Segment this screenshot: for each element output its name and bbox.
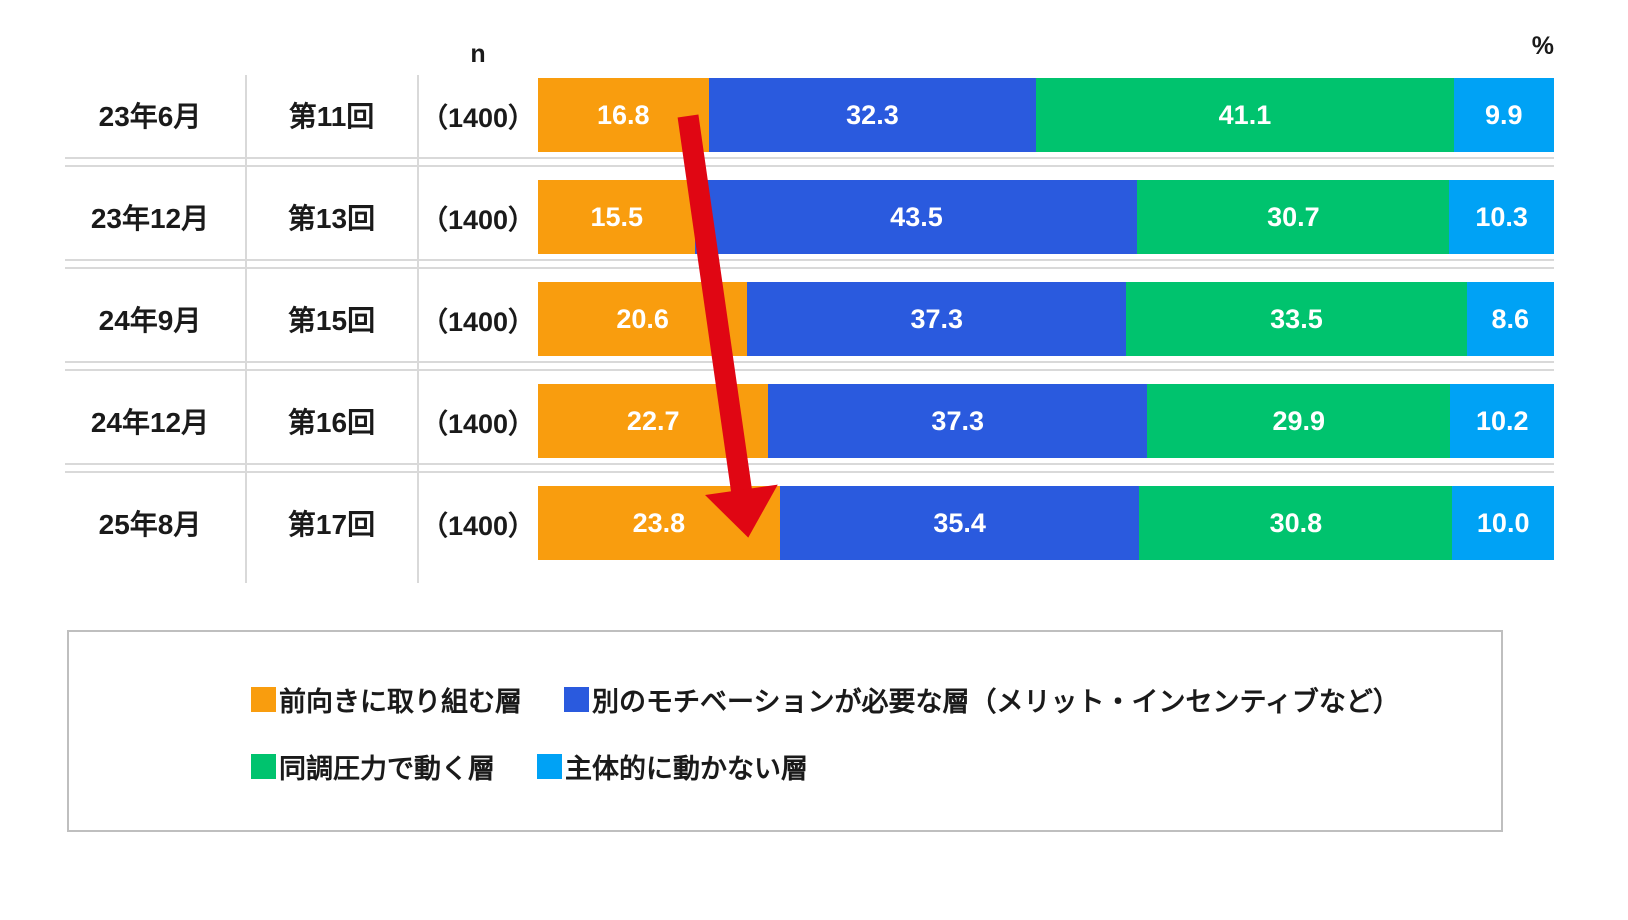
bar-value-label: 30.8: [1269, 507, 1323, 538]
legend-label: 前向きに取り組む層: [279, 687, 522, 717]
bar-segment: 37.3: [768, 384, 1147, 458]
legend-swatch-icon: [537, 754, 562, 779]
column-divider: [245, 75, 247, 583]
bar-segment: 9.9: [1453, 78, 1554, 152]
percent-unit-label: %: [1531, 32, 1554, 60]
row-date-label: 24年9月: [98, 305, 202, 336]
column-divider: [417, 75, 419, 583]
bar-value-label: 16.8: [596, 99, 650, 130]
bar-segment: 23.8: [538, 486, 780, 560]
row-n-label: （1400）: [420, 408, 536, 439]
legend-row: 同調圧力で動く層 主体的に動かない層: [251, 747, 1501, 786]
row-date-label: 25年8月: [98, 509, 202, 540]
bar-segment: 10.3: [1449, 180, 1554, 254]
legend-item: 前向きに取り組む層: [251, 680, 522, 719]
row-separator: [65, 463, 1554, 473]
bar-value-label: 33.5: [1270, 303, 1323, 334]
legend-swatch-icon: [251, 687, 276, 712]
stacked-bar: 22.7 37.3 29.9 10.2: [538, 384, 1555, 458]
bar-segment: 41.1: [1036, 78, 1454, 152]
row-wave-label: 第11回: [288, 101, 375, 132]
bar-value-label: 20.6: [616, 303, 669, 334]
bar-segment: 10.0: [1452, 486, 1554, 560]
bar-segment: 29.9: [1147, 384, 1451, 458]
bar-value-label: 32.3: [846, 99, 899, 130]
row-date-label: 23年12月: [90, 203, 210, 234]
n-column-header: n: [470, 40, 486, 68]
bar-segment: 20.6: [538, 282, 748, 356]
row-separator: [65, 157, 1554, 167]
stacked-bar: 15.5 43.5 30.7 10.3: [538, 180, 1554, 254]
bar-segment: 22.7: [538, 384, 769, 458]
chart-row: 24年9月 第15回 （1400） 20.6 37.3 33.5 8.6: [0, 282, 1628, 356]
legend: 前向きに取り組む層 別のモチベーションが必要な層（メリット・インセンティブなど） 同…: [67, 630, 1503, 832]
bar-value-label: 9.9: [1484, 99, 1523, 130]
bar-value-label: 22.7: [626, 405, 680, 436]
bar-value-label: 10.2: [1475, 405, 1529, 436]
row-n-label: （1400）: [420, 204, 536, 235]
row-wave-label: 第15回: [287, 305, 376, 336]
bar-value-label: 30.7: [1267, 201, 1320, 232]
row-n-label: （1400）: [420, 102, 536, 133]
legend-label: 同調圧力で動く層: [279, 754, 495, 784]
bar-value-label: 10.0: [1476, 507, 1530, 538]
row-wave-label: 第13回: [287, 203, 376, 234]
legend-row: 前向きに取り組む層 別のモチベーションが必要な層（メリット・インセンティブなど）: [251, 680, 1501, 719]
bar-value-label: 10.3: [1475, 201, 1528, 232]
bar-segment: 37.3: [747, 282, 1127, 356]
bar-segment: 15.5: [538, 180, 696, 254]
legend-swatch-icon: [564, 687, 589, 712]
chart-row: 23年12月 第13回 （1400） 15.5 43.5 30.7 10.3: [0, 180, 1628, 254]
stacked-bar: 20.6 37.3 33.5 8.6: [538, 282, 1554, 356]
stacked-bar: 23.8 35.4 30.8 10.0: [538, 486, 1554, 560]
row-date-label: 24年12月: [90, 407, 210, 438]
bar-segment: 32.3: [708, 78, 1037, 152]
bar-segment: 33.5: [1126, 282, 1467, 356]
legend-label: 主体的に動かない層: [565, 754, 808, 784]
row-separator: [65, 259, 1554, 269]
legend-label: 別のモチベーションが必要な層（メリット・インセンティブなど）: [592, 687, 1400, 717]
legend-item: 同調圧力で動く層: [251, 747, 495, 786]
bar-value-label: 43.5: [890, 201, 943, 232]
bar-value-label: 35.4: [933, 507, 986, 538]
bar-segment: 30.7: [1137, 180, 1450, 254]
legend-item: 別のモチベーションが必要な層（メリット・インセンティブなど）: [564, 680, 1400, 719]
row-n-label: （1400）: [420, 306, 536, 337]
row-wave-label: 第16回: [287, 407, 376, 438]
bar-value-label: 23.8: [632, 507, 686, 538]
legend-swatch-icon: [251, 754, 276, 779]
row-n-label: （1400）: [420, 510, 536, 541]
legend-item: 主体的に動かない層: [537, 747, 808, 786]
bar-segment: 30.8: [1139, 486, 1453, 560]
chart-row: 24年12月 第16回 （1400） 22.7 37.3 29.9 10.2: [0, 384, 1628, 458]
bar-segment: 43.5: [695, 180, 1138, 254]
bar-value-label: 37.3: [931, 405, 984, 436]
bar-segment: 8.6: [1466, 282, 1554, 356]
bar-value-label: 29.9: [1272, 405, 1326, 436]
bar-value-label: 15.5: [590, 201, 644, 232]
chart-row: 25年8月 第17回 （1400） 23.8 35.4 30.8 10.0: [0, 486, 1628, 560]
row-date-label: 23年6月: [98, 101, 202, 132]
bar-segment: 16.8: [538, 78, 709, 152]
row-separator: [65, 361, 1554, 371]
bar-value-label: 41.1: [1218, 99, 1272, 130]
bar-value-label: 8.6: [1491, 303, 1530, 334]
bar-segment: 10.2: [1450, 384, 1555, 458]
stacked-bar: 16.8 32.3 41.1 9.9: [538, 78, 1554, 152]
legend-items: 前向きに取り組む層 別のモチベーションが必要な層（メリット・インセンティブなど） 同…: [69, 632, 1501, 786]
row-wave-label: 第17回: [287, 509, 376, 540]
chart-row: 23年6月 第11回 （1400） 16.8 32.3 41.1 9.9: [0, 78, 1628, 152]
bar-value-label: 37.3: [910, 303, 964, 334]
bar-segment: 35.4: [779, 486, 1140, 560]
